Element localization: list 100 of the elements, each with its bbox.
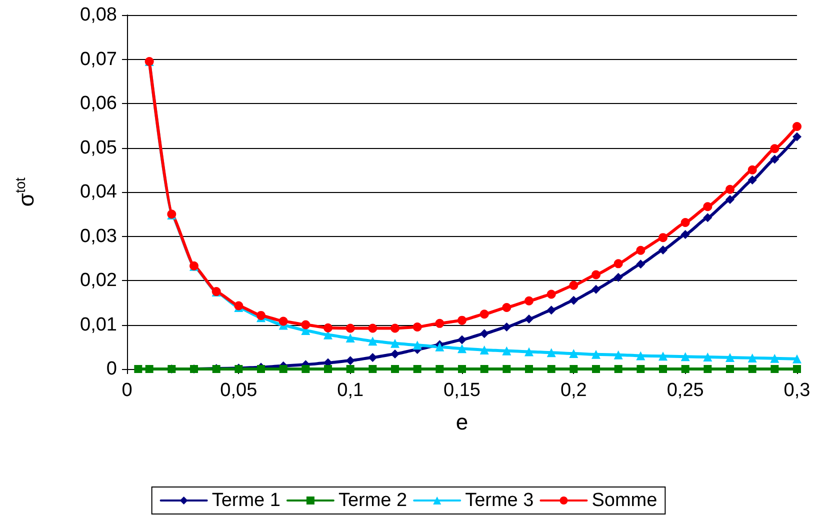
point [436, 365, 444, 373]
legend-label: Terme 3 [465, 490, 534, 511]
x-tick-label: 0,25 [666, 380, 704, 401]
point [726, 184, 734, 194]
point [770, 154, 780, 164]
point [302, 365, 310, 373]
y-tick-label: 0,08 [80, 4, 117, 26]
point [658, 352, 668, 361]
point [390, 338, 400, 348]
y-tick-label: 0,05 [80, 137, 117, 158]
point [726, 352, 734, 362]
point [636, 365, 645, 373]
point [324, 365, 332, 373]
point [546, 306, 556, 315]
point [368, 336, 378, 346]
point [703, 213, 712, 222]
point [502, 365, 511, 373]
point [569, 280, 578, 290]
point [770, 354, 780, 363]
y-axis-title: σtot [12, 177, 38, 207]
point [726, 195, 734, 204]
point [524, 314, 534, 324]
x-tick-label: 0,15 [444, 380, 480, 401]
y-tick-label: 0,02 [80, 270, 117, 291]
legend-label: Terme 2 [338, 490, 408, 511]
point [256, 310, 266, 320]
point [703, 202, 712, 212]
point [569, 349, 578, 358]
point [748, 365, 756, 373]
point [681, 365, 690, 373]
x-tick-label: 0,1 [337, 380, 364, 401]
point [458, 316, 466, 325]
point [524, 296, 534, 306]
point [636, 351, 646, 360]
point [770, 365, 779, 373]
point [301, 320, 310, 330]
x-tick-label: 0,05 [220, 380, 258, 401]
x-axis-title: e [456, 410, 468, 434]
point [793, 365, 801, 373]
point [592, 284, 600, 294]
point [748, 176, 757, 185]
y-tick-label: 0,07 [80, 48, 117, 70]
point [726, 365, 734, 373]
point [659, 365, 667, 373]
point [390, 349, 400, 358]
y-tick-label: 0,03 [80, 226, 117, 247]
x-tick-label: 0,2 [560, 380, 587, 401]
point [614, 259, 623, 268]
point [680, 352, 690, 362]
point [569, 296, 578, 305]
y-tick-label: 0,04 [80, 182, 118, 202]
y-tick-label: 0,06 [80, 93, 117, 114]
point [703, 352, 712, 362]
legend-label: Somme [592, 490, 658, 511]
point [636, 246, 646, 255]
point [592, 270, 600, 280]
point [546, 290, 556, 299]
point [614, 365, 622, 373]
point [546, 348, 556, 358]
point [412, 322, 422, 332]
point [458, 335, 466, 344]
point [658, 233, 668, 242]
point [480, 365, 488, 373]
point [592, 365, 600, 373]
point [636, 260, 646, 269]
point [435, 318, 444, 328]
point [145, 365, 154, 373]
point [390, 324, 400, 333]
point [770, 144, 780, 154]
point [792, 354, 802, 364]
y-tick-label: 0 [106, 358, 117, 380]
point [391, 365, 399, 373]
point [570, 365, 578, 373]
point [368, 352, 378, 362]
point [658, 245, 668, 254]
point [413, 365, 422, 373]
point [346, 365, 354, 373]
point [279, 365, 288, 373]
point [412, 340, 422, 350]
point [346, 324, 355, 333]
point [502, 322, 512, 332]
point [680, 218, 690, 228]
point [792, 122, 802, 132]
point [748, 165, 757, 174]
point [614, 350, 623, 360]
point [592, 350, 600, 359]
point [480, 329, 489, 338]
point [480, 345, 489, 354]
x-tick-label: 0,3 [784, 380, 810, 401]
y-tick-label: 0,01 [80, 314, 117, 336]
point [547, 365, 556, 373]
point [134, 365, 142, 373]
point [704, 365, 712, 373]
point [614, 272, 623, 282]
point [502, 302, 512, 312]
point [346, 334, 355, 343]
point [324, 323, 332, 332]
legend-label: Terme 1 [212, 490, 280, 511]
point [502, 346, 512, 356]
point [368, 324, 378, 333]
